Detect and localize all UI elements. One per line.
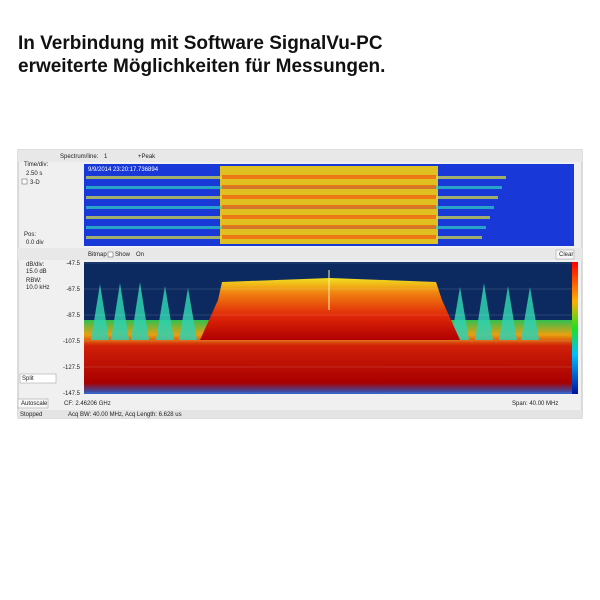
autoscale-button[interactable] [17,398,49,409]
trace-row [222,205,436,209]
y-tick-label: -107.5 [63,339,81,345]
trace-row [222,225,436,229]
signal-spike [499,286,517,340]
heading: In Verbindung mit Software SignalVu-PC [18,33,383,54]
y-tick-label: -87.5 [66,313,80,319]
spectrogram [84,164,574,246]
toolbar [18,248,582,260]
y-tick-label: -67.5 [66,287,80,293]
signal-spike [111,283,129,340]
toolbar [18,150,582,162]
clear-button[interactable] [555,249,575,260]
value: 15.0 dB [26,269,47,275]
label: Time/div: [24,162,48,168]
center-frequency: CF: 2.46206 GHz [64,401,111,407]
status: Stopped [20,412,42,418]
button-label: Autoscale [21,401,48,407]
label: Pos: [24,232,36,238]
y-tick-label: -47.5 [66,261,80,267]
value: 10.0 kHz [26,285,50,291]
signal-spike [91,284,109,340]
timestamp: 9/9/2014 23:20:17.736894 [88,167,159,173]
label: dB/div: [26,262,45,268]
trace-row [222,185,436,189]
spectrum-display [84,262,578,394]
button-label: Clear [559,252,573,258]
y-tick-label: -147.5 [63,391,81,397]
value: 0.0 div [26,240,44,246]
checkbox[interactable] [107,251,114,258]
trace-row [222,195,436,199]
dropdown-label: Split [22,376,34,382]
trace-row [222,235,436,239]
heading: erweiterte Möglichkeiten für Messungen. [18,56,385,77]
signal-spike [475,283,493,340]
trace-row [222,175,436,179]
span: Span: 40.00 MHz [512,401,558,407]
trace-row [222,215,436,219]
mode-dropdown[interactable] [19,373,57,384]
label: Spectrum/line: [60,154,99,160]
status: Acq BW: 40.00 MHz, Acq Length: 6.628 us [68,412,182,418]
signal-spike [451,287,469,340]
value: +Peak [138,154,156,160]
status-bar [18,410,582,418]
signal-spike [156,286,174,340]
value: 2.50 s [26,171,42,177]
signal-spike [131,282,149,340]
label: 3-D [30,180,40,186]
label: On [136,252,144,258]
y-tick-label: -127.5 [63,365,81,371]
signal-spike [179,288,197,340]
label: Show [115,252,131,258]
signal-spike [521,287,539,340]
checkbox[interactable] [21,178,28,185]
value: 1 [104,154,108,160]
label: RBW: [26,278,42,284]
label: Bitmap [88,252,107,258]
